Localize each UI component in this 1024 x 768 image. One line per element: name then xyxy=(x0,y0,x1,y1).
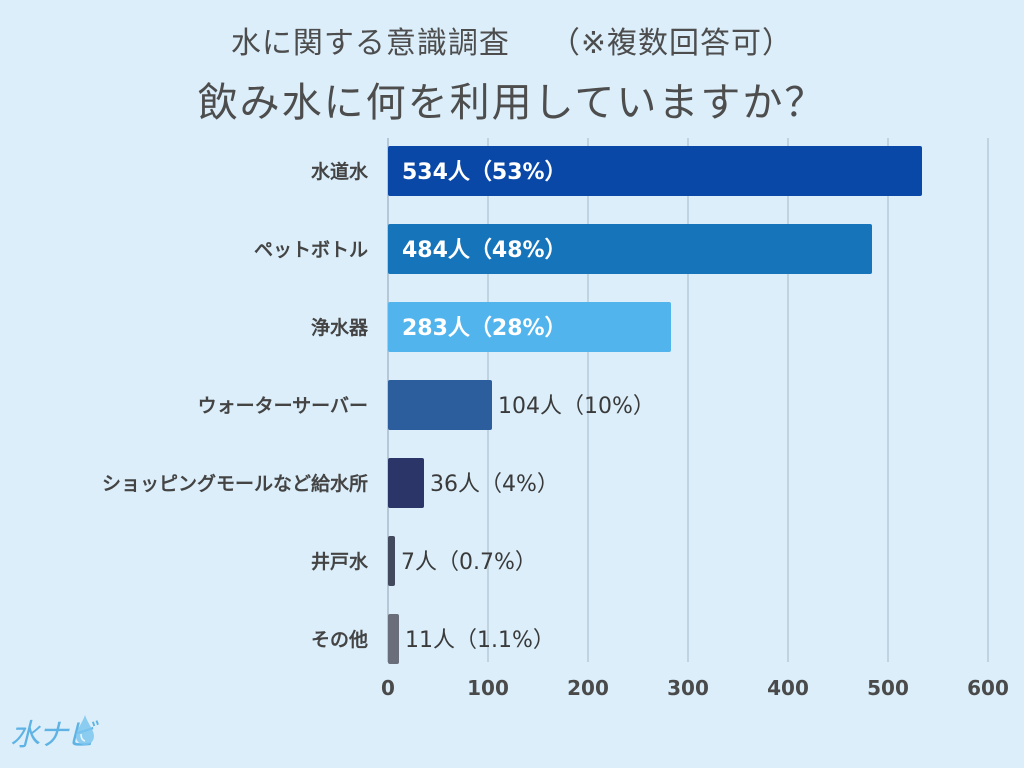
title-survey: 水に関する意識調査 xyxy=(230,26,510,61)
data-label: 11人（1.1%） xyxy=(405,628,555,653)
logo: 水ナビ xyxy=(8,708,104,760)
category-label: その他 xyxy=(311,628,368,651)
category-label: ウォーターサーバー xyxy=(198,395,368,417)
chart-title-line1: 水に関する意識調査 （※複数回答可） xyxy=(0,18,1024,62)
data-label: 104人（10%） xyxy=(498,394,655,419)
bar xyxy=(388,536,395,586)
x-tick-label: 500 xyxy=(867,676,909,700)
x-tick-label: 400 xyxy=(767,676,809,700)
data-label: 7人（0.7%） xyxy=(401,550,537,575)
bar xyxy=(388,458,424,508)
x-tick-label: 200 xyxy=(567,676,609,700)
x-tick-label: 100 xyxy=(467,676,509,700)
category-label: 浄水器 xyxy=(311,316,369,339)
category-label: ショッピングモールなど給水所 xyxy=(102,472,368,495)
x-tick-label: 0 xyxy=(381,676,395,700)
bar xyxy=(388,302,671,352)
data-label: 484人（48%） xyxy=(402,238,567,263)
data-label: 36人（4%） xyxy=(430,472,559,497)
category-label: ペットボトル xyxy=(254,239,368,261)
x-tick-label: 300 xyxy=(667,676,709,700)
water-drop-icon xyxy=(76,715,94,745)
data-label: 534人（53%） xyxy=(402,160,567,185)
x-tick-label: 600 xyxy=(967,676,1009,700)
category-label: 水道水 xyxy=(311,160,369,183)
bar xyxy=(388,146,922,196)
title-note: （※複数回答可） xyxy=(549,26,794,61)
bar xyxy=(388,380,492,430)
bar xyxy=(388,614,399,664)
chart-title-line2: 飲み水に何を利用していますか？ xyxy=(197,80,827,126)
bar xyxy=(388,224,872,274)
category-label: 井戸水 xyxy=(311,551,369,573)
data-label: 283人（28%） xyxy=(402,316,567,341)
